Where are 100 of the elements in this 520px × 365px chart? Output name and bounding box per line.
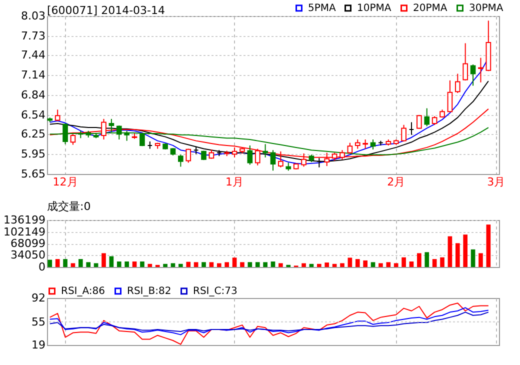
bar — [209, 262, 214, 267]
candlestick — [54, 109, 60, 122]
candlestick — [347, 142, 353, 154]
y-tick-label: 0 — [38, 260, 46, 274]
candlestick — [270, 150, 276, 172]
candlestick — [140, 132, 145, 147]
bar — [240, 262, 244, 267]
bar — [178, 264, 183, 267]
y-tick-label: 19 — [32, 338, 46, 352]
candlestick — [424, 108, 430, 127]
bar — [255, 262, 260, 267]
y-tick-label: 7.44 — [21, 48, 46, 62]
bar — [186, 262, 191, 267]
x-tick-label: 12月 — [52, 176, 78, 188]
bar — [263, 262, 268, 267]
bar — [48, 260, 52, 267]
legend-label: 5PMA — [308, 3, 336, 14]
y-tick-label: 6.25 — [21, 128, 46, 141]
y-tick-label: 102149 — [4, 225, 46, 238]
candlestick — [454, 73, 460, 94]
candlestick — [478, 57, 484, 83]
bar — [278, 263, 283, 267]
y-tick-label: 5.65 — [21, 168, 46, 180]
y-tick-label: 7.73 — [21, 29, 46, 42]
y-tick-label: 68099 — [10, 237, 46, 250]
bar — [486, 224, 491, 267]
candlestick — [447, 80, 453, 113]
bar — [363, 260, 368, 267]
bar — [202, 262, 206, 267]
y-tick-label: 34050 — [10, 248, 46, 262]
legend-label: 30PMA — [469, 3, 504, 14]
y-tick-label: 6.54 — [21, 108, 46, 122]
candlestick — [462, 42, 468, 81]
line-series — [49, 307, 489, 336]
candlestick — [370, 138, 376, 150]
bar — [116, 261, 122, 267]
bar — [302, 263, 306, 267]
bar — [86, 262, 91, 267]
bar — [324, 262, 330, 267]
y-tick-label: 6.84 — [21, 88, 46, 102]
bar — [109, 256, 114, 267]
bar — [224, 262, 229, 267]
candlestick — [101, 118, 106, 140]
bar — [355, 259, 360, 267]
bar — [463, 234, 468, 267]
bar — [194, 262, 198, 267]
candlestick — [70, 134, 76, 146]
chart-title: [600071] 2014-03-14 — [47, 4, 165, 17]
bar — [317, 264, 322, 267]
legend-label: RSI_C:73 — [193, 286, 238, 298]
line-series — [49, 302, 489, 345]
bar — [440, 257, 444, 267]
bar — [216, 263, 222, 267]
x-tick-label: 1月 — [226, 176, 244, 188]
bar — [402, 257, 406, 267]
bar — [94, 263, 98, 267]
candlestick — [124, 130, 130, 142]
bar — [478, 253, 483, 267]
bar — [394, 263, 398, 267]
bar — [63, 259, 68, 267]
candlestick — [470, 64, 476, 86]
bar — [386, 262, 391, 267]
bar — [370, 262, 376, 267]
bar — [248, 262, 252, 267]
bar — [163, 264, 168, 267]
bar — [170, 263, 176, 267]
y-tick-label: 5.95 — [21, 148, 46, 161]
bar — [424, 252, 430, 267]
y-tick-label: 8.03 — [21, 10, 46, 22]
bar — [132, 261, 137, 267]
bar — [340, 263, 344, 267]
candlestick — [362, 138, 368, 150]
candlestick — [186, 148, 192, 164]
candlestick — [416, 114, 422, 130]
y-tick-label: 7.14 — [21, 68, 46, 82]
line-series — [49, 312, 489, 332]
y-tick-label: 92 — [32, 292, 46, 304]
bar — [78, 259, 83, 267]
candlestick — [178, 154, 184, 168]
bar — [270, 261, 276, 267]
candlestick — [401, 124, 406, 142]
bar — [378, 263, 383, 267]
bar — [124, 261, 129, 267]
bar — [348, 258, 352, 267]
y-tick-label: 136199 — [4, 214, 46, 226]
legend-label: 20PMA — [413, 3, 448, 14]
candlestick — [354, 138, 360, 150]
legend-label: 10PMA — [357, 3, 392, 14]
candlestick — [247, 144, 253, 166]
bar — [448, 236, 452, 267]
legend-label: RSI_A:86 — [61, 286, 106, 298]
legend-label: RSI_B:82 — [127, 286, 172, 298]
bar — [432, 259, 437, 267]
bar — [409, 261, 414, 267]
bar — [70, 263, 76, 267]
x-tick-label: 2月 — [387, 176, 406, 188]
x-tick-label: 3月 — [487, 176, 506, 188]
bar — [232, 258, 237, 267]
bar — [102, 253, 106, 267]
bar — [140, 261, 144, 267]
